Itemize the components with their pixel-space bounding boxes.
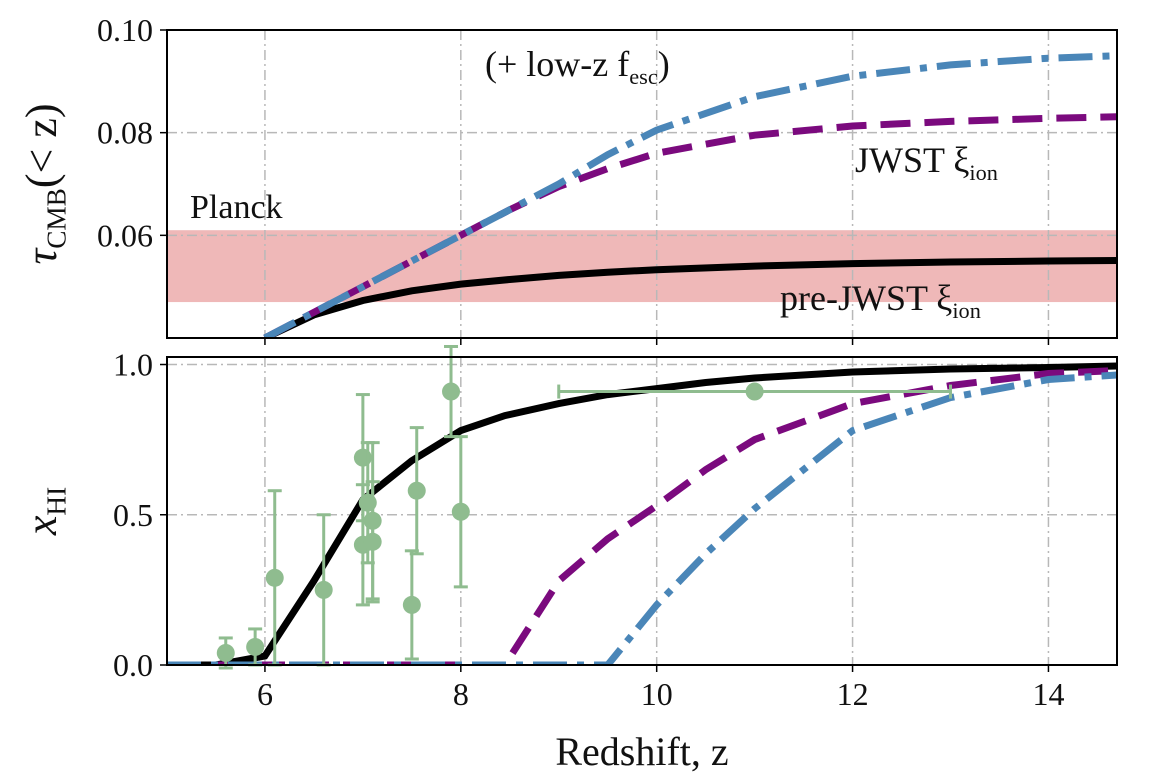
plot-area: [167, 30, 1117, 338]
x-tick-label: 12: [837, 676, 869, 712]
text-part: ion: [952, 298, 981, 323]
point: [402, 595, 421, 614]
text-part: ): [658, 44, 670, 84]
plot-area: [167, 357, 1117, 665]
text-part: (+ low-z f: [485, 44, 629, 84]
y-tick-label: 0.10: [97, 12, 153, 48]
y-tick-label: 0.0: [113, 647, 153, 683]
point: [745, 382, 764, 401]
point: [363, 532, 382, 551]
text-part: HI: [42, 487, 72, 516]
x-tick-label: 8: [453, 676, 469, 712]
x-tick-label: 10: [641, 676, 673, 712]
band-label: Planck: [190, 189, 283, 226]
y-tick-label: 0.06: [97, 217, 153, 253]
point: [314, 580, 333, 599]
frame: [166, 356, 1118, 666]
line: [263, 113, 1117, 338]
series-label: (+ low-z fesc): [485, 44, 670, 89]
point: [442, 382, 461, 401]
y-tick-label: 0.08: [97, 115, 153, 151]
y-tick-label: 0.5: [113, 497, 153, 533]
text-part: JWST ξ: [855, 140, 969, 180]
line: [167, 367, 1117, 665]
y-axis-label: τCMB(< z): [17, 103, 72, 264]
series-label: pre-JWST ξion: [780, 278, 981, 323]
text-part: x: [17, 515, 66, 536]
text-part: ion: [969, 160, 998, 185]
x-axis-label: Redshift, z: [555, 729, 728, 774]
y-tick-label: 1.0: [113, 347, 153, 383]
frame: [166, 29, 1118, 339]
text-part: pre-JWST ξ: [780, 278, 952, 318]
point: [407, 481, 426, 500]
line: [167, 371, 1117, 665]
point: [451, 502, 470, 521]
point: [216, 643, 235, 662]
x-tick-label: 6: [257, 676, 273, 712]
text-part: esc: [629, 64, 658, 89]
line: [167, 362, 1117, 665]
point: [246, 637, 265, 656]
x-tick-label: 14: [1032, 676, 1064, 712]
text-part: τ: [17, 247, 66, 265]
text-part: CMB: [42, 188, 72, 249]
band: [167, 230, 1117, 303]
point: [265, 568, 284, 587]
line: [263, 257, 1117, 338]
text-part: (< z): [17, 103, 66, 188]
y-axis-label: xHI: [17, 487, 72, 536]
series-label: JWST ξion: [855, 140, 998, 185]
